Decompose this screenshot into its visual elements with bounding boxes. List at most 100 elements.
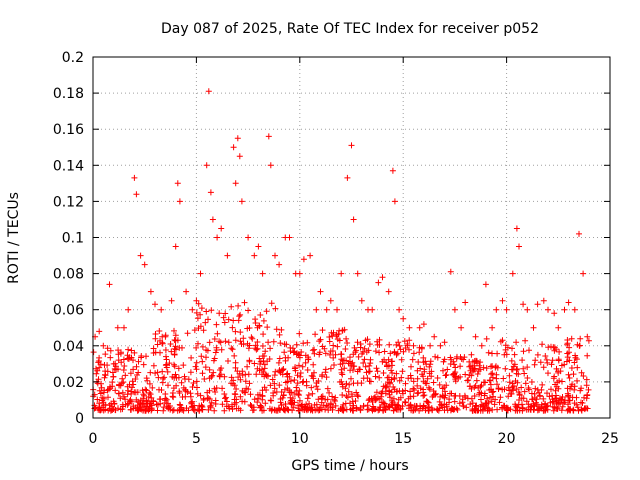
data-point <box>424 375 431 382</box>
data-point <box>293 341 300 348</box>
data-point <box>469 400 476 407</box>
data-point <box>574 364 581 371</box>
data-point <box>542 353 549 359</box>
data-point <box>150 362 157 369</box>
data-point <box>113 366 120 373</box>
data-point <box>380 370 387 376</box>
data-point <box>322 350 329 357</box>
data-point <box>389 370 396 376</box>
data-point <box>326 389 333 396</box>
data-point <box>342 346 349 352</box>
data-point <box>102 401 109 408</box>
data-point <box>331 362 337 368</box>
data-point <box>225 358 231 364</box>
data-point <box>143 398 150 405</box>
data-point <box>354 368 361 375</box>
data-point <box>313 383 320 390</box>
data-point <box>178 379 185 386</box>
data-point <box>225 316 232 323</box>
data-point <box>471 358 478 364</box>
data-point <box>421 368 428 375</box>
data-point <box>210 369 217 376</box>
data-point <box>199 406 206 413</box>
data-point <box>276 382 283 389</box>
data-point <box>254 324 261 331</box>
data-point <box>369 306 376 313</box>
data-point <box>526 347 532 354</box>
data-point <box>172 243 179 250</box>
data-point <box>259 343 266 349</box>
x-tick-label: 25 <box>601 431 619 447</box>
data-point <box>373 365 380 372</box>
data-point <box>461 354 468 361</box>
data-point <box>275 405 282 412</box>
data-point <box>137 397 144 404</box>
data-point <box>130 366 137 373</box>
x-tick-label: 0 <box>89 431 98 447</box>
data-point <box>381 348 388 355</box>
data-point <box>537 359 544 366</box>
data-point <box>156 386 162 393</box>
data-point <box>388 367 395 374</box>
data-point <box>298 349 305 355</box>
data-point <box>93 365 99 372</box>
data-point <box>197 311 204 318</box>
data-point <box>214 234 221 241</box>
data-point <box>229 324 236 331</box>
data-point <box>559 378 565 385</box>
data-point <box>370 403 377 410</box>
data-point <box>501 402 508 409</box>
data-point <box>216 310 223 317</box>
data-point <box>389 358 396 365</box>
data-point <box>317 288 324 295</box>
data-point <box>344 174 351 181</box>
data-point <box>387 380 393 387</box>
data-point <box>122 396 129 403</box>
data-point <box>169 407 176 414</box>
data-point <box>216 372 223 379</box>
data-point <box>374 368 381 375</box>
data-point <box>275 359 282 366</box>
data-point <box>468 385 475 392</box>
data-point <box>353 405 360 412</box>
data-point <box>489 370 496 377</box>
data-point <box>223 398 230 405</box>
data-point <box>176 198 183 205</box>
data-point <box>156 328 163 334</box>
data-point <box>231 352 238 359</box>
data-point <box>391 348 398 355</box>
data-point <box>315 396 322 403</box>
data-point <box>357 406 364 413</box>
data-point <box>373 396 380 403</box>
data-point <box>188 354 195 361</box>
data-point <box>468 351 475 358</box>
data-point <box>195 340 201 347</box>
data-point <box>307 252 314 259</box>
data-point <box>396 377 403 384</box>
data-point <box>584 333 591 340</box>
data-point <box>483 365 490 372</box>
data-point <box>252 342 259 349</box>
data-point <box>505 393 512 400</box>
data-point <box>570 407 577 414</box>
data-point <box>252 320 259 326</box>
data-point <box>343 380 350 387</box>
data-point <box>135 358 142 365</box>
data-point <box>514 366 521 372</box>
data-point <box>198 305 205 312</box>
data-point <box>330 354 337 361</box>
data-point <box>254 339 261 345</box>
data-point <box>193 378 200 385</box>
data-point <box>483 335 490 342</box>
data-point <box>100 342 107 349</box>
data-point <box>348 142 355 149</box>
data-point <box>447 390 453 397</box>
data-point <box>387 350 394 357</box>
data-point <box>198 353 205 360</box>
data-point <box>309 390 316 397</box>
data-point <box>384 363 390 370</box>
data-point <box>319 327 326 334</box>
data-point <box>211 407 218 414</box>
data-point <box>180 384 187 391</box>
data-point <box>182 388 189 395</box>
